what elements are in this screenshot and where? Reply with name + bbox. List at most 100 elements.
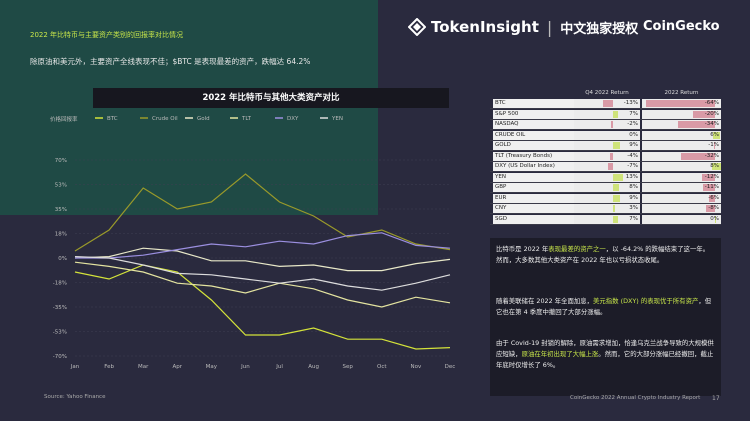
value-2022: -1% (708, 142, 719, 148)
y-tick-label: 53% (55, 183, 67, 189)
legend-label-gold: Gold (197, 116, 210, 122)
chart-title: 2022 年比特币与其他大类资产对比 (202, 93, 340, 103)
value-q4: 0% (629, 131, 638, 138)
table-row-name: CRUDE OIL (493, 130, 575, 140)
table-row: CNY 3% -8% (490, 204, 721, 214)
table-cell-q4: -2% (574, 120, 640, 129)
page-title: 2022 年比特币与主要资产类别的回报率对比情况 (30, 31, 184, 39)
x-tick-label: Oct (377, 364, 387, 370)
bar-2022 (703, 184, 715, 191)
table-cell-q4: -13% (574, 99, 640, 108)
table-row: BTC -13% -64% (490, 99, 721, 109)
table-row: GOLD 9% -1% (490, 141, 721, 151)
series-line-dxy (75, 232, 451, 259)
legend-label-dxy: DXY (287, 116, 299, 122)
y-axis-label: 价格回报率 (50, 115, 78, 123)
table-cell-2022: -64% (642, 99, 721, 108)
table-row-name: GBP (493, 183, 575, 192)
brand-separator: | (546, 17, 553, 37)
x-tick-label: May (206, 364, 218, 370)
value-2022: 0% (710, 215, 719, 222)
table-cell-2022: -11% (642, 183, 721, 192)
table-cell-2022: 6% (642, 130, 721, 140)
x-tick-label: Aug (308, 364, 319, 370)
value-q4: 7% (629, 215, 638, 222)
bar-2022 (708, 194, 715, 202)
source-note: Source: Yahoo Finance (44, 394, 106, 400)
x-tick-label: Mar (138, 364, 149, 370)
table-cell-q4: 3% (574, 204, 640, 213)
legend-label-yen: YEN (331, 116, 343, 122)
table-cell-q4: -4% (574, 151, 640, 161)
y-tick-label: -18% (53, 281, 67, 287)
table-row-name: NASDAQ (493, 120, 575, 129)
table-row-name: S&P 500 (493, 109, 575, 119)
bar-q4 (613, 184, 620, 191)
table-row-name: EUR (493, 193, 575, 203)
table-row: S&P 500 7% -20% (490, 109, 721, 120)
table-cell-q4: 13% (574, 172, 640, 182)
x-tick-label: Jul (275, 364, 283, 370)
table-row-name: YEN (493, 172, 575, 182)
x-tick-label: Apr (173, 364, 183, 370)
table-cell-2022: -1% (642, 141, 721, 150)
table-cell-q4: 0% (574, 130, 640, 140)
value-q4: 13% (625, 173, 638, 180)
value-2022: -32% (704, 152, 719, 159)
value-2022: -64% (704, 100, 719, 106)
table-row: NASDAQ -2% -34% (490, 120, 721, 130)
value-2022: -8% (708, 205, 719, 211)
value-q4: 7% (629, 110, 638, 117)
value-2022: 8% (710, 163, 719, 169)
bar-2022 (646, 100, 715, 107)
table-row: YEN 13% -12% (490, 172, 721, 183)
x-tick-label: Dec (445, 364, 456, 370)
table-cell-q4: 9% (574, 193, 640, 203)
bar-q4 (613, 205, 616, 212)
bar-2022 (713, 142, 715, 149)
table-cell-2022: -8% (642, 204, 721, 213)
bar-q4 (613, 194, 620, 202)
table-cell-2022: -32% (642, 151, 721, 161)
table-cell-2022: -12% (642, 172, 721, 182)
table-row: CRUDE OIL 0% 6% (490, 130, 721, 141)
table-row: DXY (US Dollar Index) -7% 8% (490, 162, 722, 172)
note-3: 由于 Covid-19 封锁的解除，原油需求增加，恰逢乌克兰战争导致的大规模供应… (496, 339, 714, 369)
value-2022: -6% (708, 194, 719, 201)
x-tick-label: Jan (70, 364, 80, 370)
bar-q4 (613, 110, 619, 118)
page-number: 17 (712, 395, 720, 402)
bar-2022 (678, 121, 715, 128)
table-cell-q4: -7% (574, 162, 640, 171)
x-tick-label: Feb (104, 364, 114, 370)
bar-q4 (602, 100, 613, 107)
value-q4: -2% (627, 121, 638, 127)
note-2: 随着美联储在 2022 年全面加息，美元指数 (DXY) 的表现优于所有资产，但… (496, 297, 712, 316)
x-tick-label: Jun (240, 364, 250, 370)
table-cell-2022: -20% (642, 109, 721, 119)
value-2022: 6% (710, 131, 719, 138)
legend-label-tlt: TLT (241, 116, 252, 122)
table-row: EUR 9% -6% (490, 193, 721, 204)
bar-q4 (613, 215, 619, 223)
value-2022: -12% (704, 173, 719, 180)
table-cell-2022: -6% (642, 193, 721, 203)
line-chart: 价格回报率 BTC Crude Oil Gold TLT DXY YEN 70% 53% 35% 1… (50, 115, 456, 370)
table-row-name: SGD (493, 214, 575, 224)
series-line-yen (74, 256, 451, 291)
partner-logo: CoinGecko (643, 19, 720, 34)
table-cell-q4: 8% (574, 183, 640, 192)
value-q4: 8% (629, 184, 638, 190)
brand-bar: TokenInsight | 中文独家授权 (408, 14, 638, 40)
y-tick-label: -70% (53, 354, 67, 360)
table-cell-2022: -34% (642, 120, 721, 129)
bar-q4 (611, 121, 613, 128)
table-row: SGD 7% 0% (490, 214, 721, 225)
value-q4: 9% (629, 194, 638, 201)
value-q4: -13% (623, 100, 638, 106)
table-header-2022: 2022 Return (664, 90, 699, 96)
bar-q4 (613, 142, 620, 149)
bar-2022 (680, 152, 715, 160)
y-tick-label: 35% (55, 207, 67, 213)
bar-2022 (702, 173, 715, 181)
